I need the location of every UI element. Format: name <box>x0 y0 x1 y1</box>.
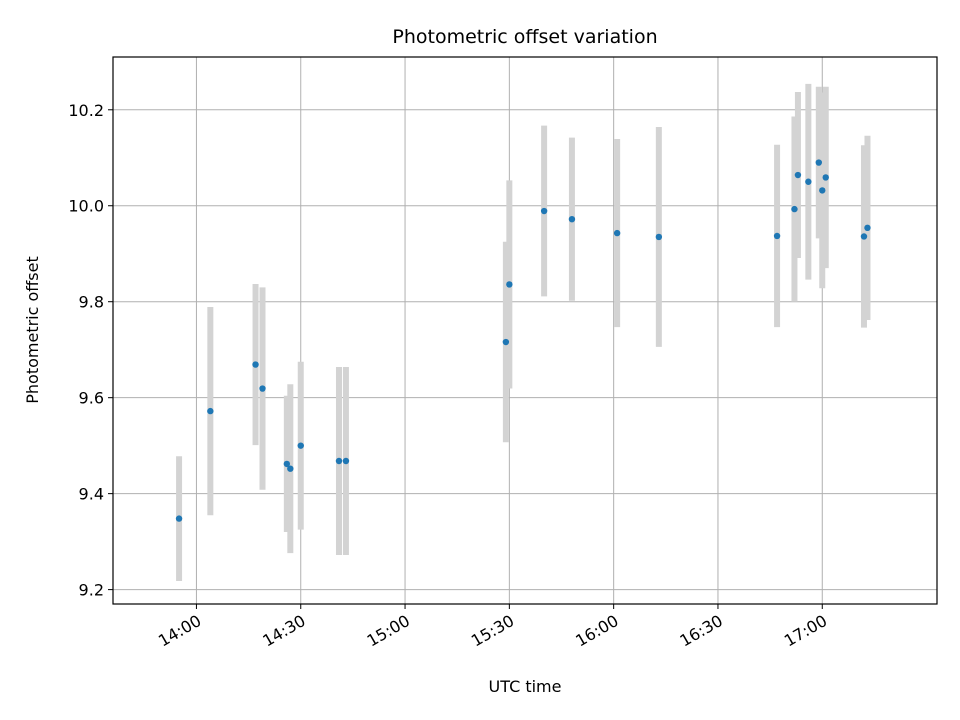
data-point <box>655 233 663 241</box>
data-point <box>335 457 343 465</box>
y-tick-label: 9.4 <box>79 485 104 504</box>
data-point <box>860 233 868 240</box>
y-tick-label: 10.2 <box>68 101 104 120</box>
y-axis-label: Photometric offset <box>23 256 42 404</box>
data-point <box>287 465 294 472</box>
y-axis: 9.2 9.4 9.6 9.8 10.0 10.2 <box>68 101 113 600</box>
data-point <box>791 205 798 213</box>
data-point <box>259 385 266 392</box>
y-tick-label: 9.6 <box>79 389 104 408</box>
data-point <box>540 207 548 215</box>
data-point <box>207 407 214 415</box>
y-tick-label: 9.8 <box>79 293 104 312</box>
plot-frame <box>112 56 938 605</box>
data-points <box>175 159 871 522</box>
y-tick-label: 10.0 <box>68 197 104 216</box>
x-axis-label: UTC time <box>489 677 562 696</box>
y-tick-label: 9.2 <box>79 581 104 600</box>
data-point <box>864 224 871 232</box>
data-point <box>297 442 304 449</box>
data-point <box>502 338 510 346</box>
data-point <box>283 460 291 468</box>
data-point <box>506 281 513 288</box>
data-point <box>252 361 259 368</box>
data-point <box>815 159 822 166</box>
data-point <box>822 174 829 181</box>
data-point <box>175 515 183 522</box>
data-point <box>794 171 802 179</box>
data-point <box>819 187 826 194</box>
grid <box>113 57 937 604</box>
data-point <box>568 215 576 223</box>
data-point <box>773 232 781 240</box>
data-point <box>805 178 812 185</box>
chart-title: Photometric offset variation <box>392 26 657 48</box>
data-point <box>613 229 621 237</box>
data-point <box>342 457 350 465</box>
